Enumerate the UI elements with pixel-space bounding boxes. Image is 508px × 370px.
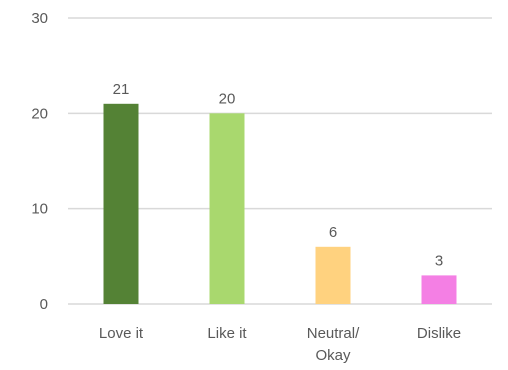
category-label: Dislike — [417, 325, 461, 342]
data-label: 21 — [113, 81, 130, 98]
y-tick-label: 30 — [31, 10, 48, 27]
bar-1 — [103, 103, 139, 304]
y-axis-tick-labels: 0 10 20 30 — [31, 10, 48, 313]
bar-2 — [209, 113, 245, 304]
bar-3 — [315, 246, 351, 304]
y-tick-label: 10 — [31, 201, 48, 218]
data-label: 3 — [435, 252, 443, 269]
bars — [103, 103, 457, 304]
category-label: Neutral/Okay — [307, 325, 360, 364]
x-axis-category-labels: Love it Like it Neutral/Okay Dislike — [99, 325, 461, 364]
y-tick-label: 0 — [40, 296, 48, 313]
gridlines — [68, 17, 492, 305]
category-label: Love it — [99, 325, 144, 342]
data-labels: 21 20 6 3 — [113, 81, 444, 270]
category-label: Like it — [207, 325, 247, 342]
bar-4 — [421, 275, 457, 304]
data-label: 6 — [329, 224, 337, 241]
data-label: 20 — [219, 90, 236, 107]
y-tick-label: 20 — [31, 105, 48, 122]
